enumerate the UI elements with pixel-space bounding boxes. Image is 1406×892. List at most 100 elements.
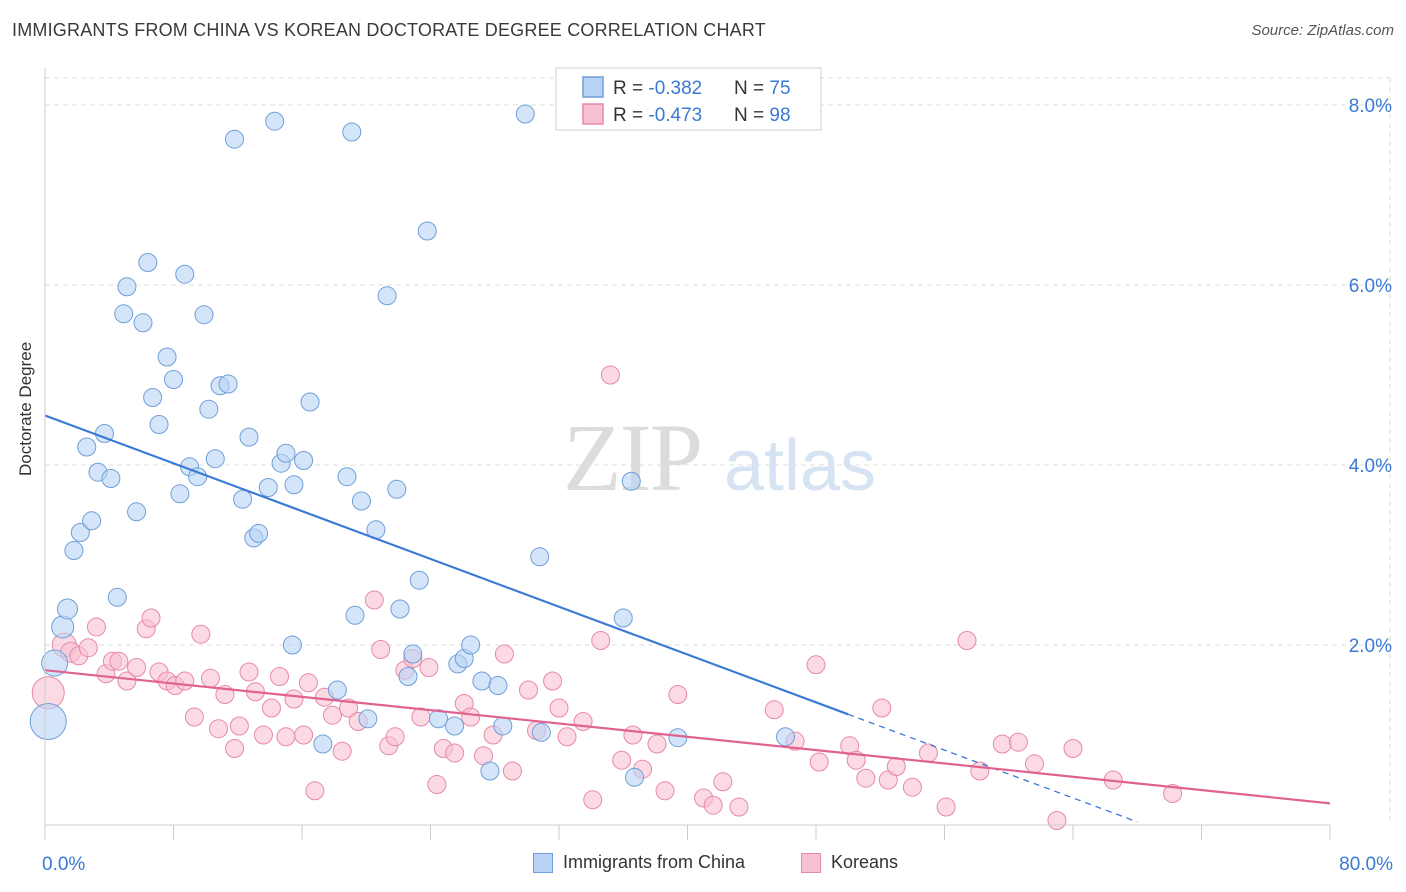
china-point xyxy=(493,716,513,736)
china-point xyxy=(175,264,195,284)
china-trend-line xyxy=(44,414,849,716)
legend-r-label-korean: R = xyxy=(613,105,648,126)
korean-point xyxy=(573,712,593,731)
korean-point xyxy=(729,797,749,817)
korean-point xyxy=(284,689,304,709)
korean-point xyxy=(461,707,481,727)
korean-point xyxy=(339,698,359,718)
china-point xyxy=(82,511,102,531)
china-point xyxy=(613,608,633,628)
korean-point xyxy=(970,761,990,781)
gridlines xyxy=(45,77,1391,825)
china-point xyxy=(70,523,90,542)
korean-point xyxy=(557,727,577,747)
korean-point xyxy=(1047,811,1067,830)
korean-point xyxy=(270,667,290,686)
korean-point xyxy=(713,772,733,792)
korean-point xyxy=(225,739,245,758)
china-point xyxy=(488,676,508,695)
china-point xyxy=(775,727,795,747)
china-point xyxy=(621,471,641,491)
x-tick-label-max: 80.0% xyxy=(1339,854,1393,875)
china-point xyxy=(164,370,183,389)
korean-point xyxy=(957,631,977,650)
series-legend-korean: Koreans xyxy=(801,852,898,873)
korean-point xyxy=(261,698,281,718)
y-tick-label-0: 2.0% xyxy=(1349,636,1392,657)
china-point xyxy=(143,388,163,407)
china-point xyxy=(258,478,278,497)
korean-point xyxy=(764,700,784,720)
source-credit: Source: ZipAtlas.com xyxy=(1251,22,1394,39)
china-point xyxy=(294,451,314,470)
korean-point xyxy=(239,662,259,682)
china-point xyxy=(358,709,378,729)
legend: R = -0.382 N = 75 R = -0.473 N = 98 xyxy=(555,67,822,131)
korean-point xyxy=(655,781,675,801)
korean-point xyxy=(229,716,249,736)
china-point xyxy=(101,469,121,488)
china-point xyxy=(170,484,190,504)
china-point xyxy=(205,449,225,469)
korean-point xyxy=(1024,754,1044,774)
china-point xyxy=(531,722,551,742)
legend-r-value-korean: -0.473 xyxy=(648,105,702,126)
china-point xyxy=(233,489,253,509)
y-tick-label-2: 6.0% xyxy=(1349,276,1392,297)
china-point xyxy=(138,253,158,272)
watermark-atlas: atlas xyxy=(724,426,876,506)
series-swatch-china xyxy=(533,852,553,873)
china-point xyxy=(345,605,365,625)
x-tick-labels: 0.0% 80.0% xyxy=(42,854,1393,875)
korean-point xyxy=(191,624,211,644)
korean-point xyxy=(184,707,204,727)
china-point xyxy=(351,491,371,511)
korean-point xyxy=(543,671,563,691)
watermark: ZIP atlas xyxy=(563,404,876,511)
series-swatch-korean xyxy=(801,852,821,873)
china-point xyxy=(225,129,245,149)
china-point xyxy=(276,443,296,463)
korean-point xyxy=(1163,784,1183,803)
korean-point xyxy=(992,734,1012,754)
series-name-china: Immigrants from China xyxy=(563,852,746,872)
china-point xyxy=(199,399,219,419)
y-tick-label-3: 8.0% xyxy=(1349,96,1392,117)
korean-point xyxy=(872,698,892,718)
legend-n-value-korean: 98 xyxy=(769,105,790,126)
series-legend: Immigrants from China Koreans xyxy=(0,852,1406,878)
china-point xyxy=(429,709,449,729)
china-point xyxy=(77,437,97,457)
china-point xyxy=(403,644,423,664)
china-point xyxy=(472,671,492,691)
china-point xyxy=(377,286,397,306)
china-point xyxy=(51,615,75,639)
korean-point xyxy=(494,644,514,664)
china-point xyxy=(668,728,688,748)
svg-text:N = 98: N = 98 xyxy=(734,105,791,126)
china-point xyxy=(530,547,550,567)
x-tick-label-min: 0.0% xyxy=(42,854,85,875)
legend-n-label-china: N = xyxy=(734,78,769,99)
korean-point xyxy=(612,750,632,770)
korean-point xyxy=(936,797,956,817)
legend-n-value-china: 75 xyxy=(769,78,790,99)
chart-title: IMMIGRANTS FROM CHINA VS KOREAN DOCTORAT… xyxy=(12,20,766,40)
korean-point xyxy=(117,671,137,691)
china-point xyxy=(480,761,500,781)
korean-point xyxy=(276,727,296,747)
trend-lines xyxy=(44,414,1331,823)
korean-point xyxy=(253,725,273,745)
korean-point xyxy=(591,631,611,650)
legend-swatch-korean xyxy=(582,103,604,125)
china-point xyxy=(445,716,465,736)
korean-point xyxy=(127,658,147,677)
korean-point xyxy=(141,608,161,628)
korean-trend-line xyxy=(44,669,1331,805)
china-point xyxy=(284,475,304,495)
korean-point xyxy=(1008,732,1028,752)
china-point xyxy=(249,523,269,543)
svg-text:R = -0.473: R = -0.473 xyxy=(613,105,702,126)
china-points xyxy=(29,104,795,787)
korean-point xyxy=(600,365,620,385)
